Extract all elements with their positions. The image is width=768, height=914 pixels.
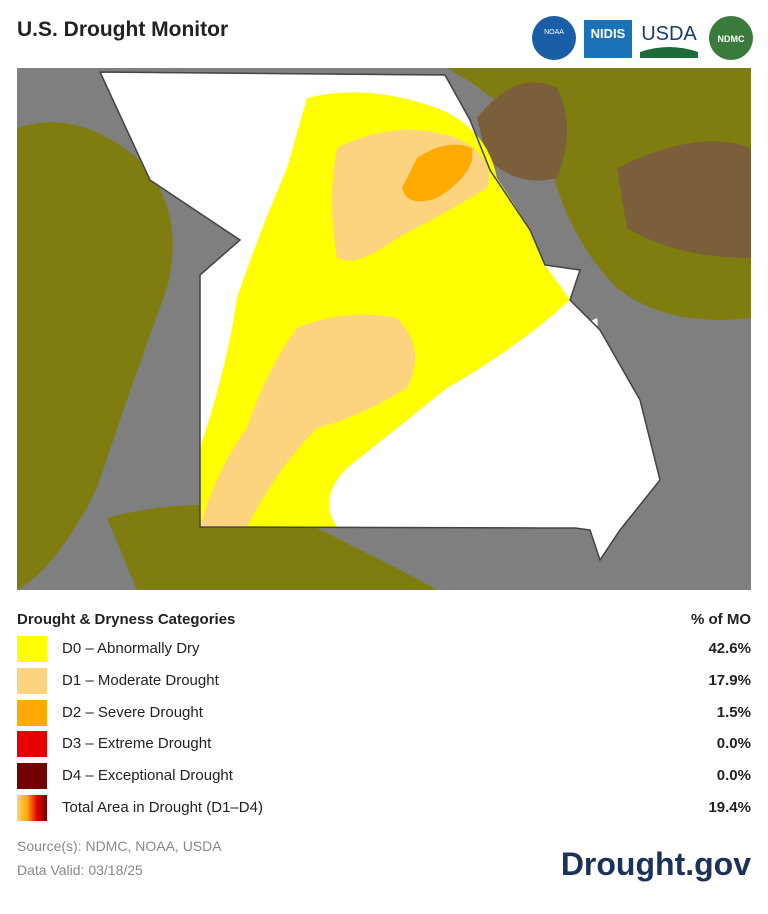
- legend-label: D2 – Severe Drought: [62, 703, 203, 721]
- no-drought-area: [370, 318, 598, 458]
- legend-value: 0.0%: [716, 735, 751, 753]
- legend-row: D1 – Moderate Drought 17.9%: [17, 667, 751, 694]
- legend-row: D4 – Exceptional Drought 0.0%: [17, 763, 751, 790]
- legend-label: Total Area in Drought (D1–D4): [62, 799, 263, 816]
- neighbor-d1: [477, 82, 567, 181]
- legend-value: 0.0%: [716, 767, 751, 785]
- neighbor-d1: [617, 141, 751, 258]
- ndmc-logo: [709, 16, 753, 60]
- nidis-logo: [584, 20, 632, 58]
- logos: NOAA NIDIS USDA NDMC: [532, 16, 753, 60]
- legend-value: 1.5%: [716, 703, 751, 721]
- legend-row: D3 – Extreme Drought 0.0%: [17, 731, 751, 758]
- d1-area: [200, 314, 415, 527]
- title: U.S. Drought Monitor: [17, 18, 229, 41]
- legend-row: D2 – Severe Drought 1.5%: [17, 699, 751, 726]
- legend-value: 42.6%: [708, 640, 751, 657]
- legend-label: D3 – Extreme Drought: [62, 735, 212, 753]
- legend-column-header: % of MO: [691, 611, 751, 628]
- data-date: Data Valid: 03/18/25: [17, 862, 143, 878]
- legend-swatch: [17, 699, 47, 726]
- legend-label: D4 – Exceptional Drought: [62, 767, 233, 785]
- map: [17, 68, 751, 590]
- legend-swatch: [17, 795, 47, 821]
- noaa-text: NOAA: [544, 29, 564, 36]
- noaa-logo: [532, 16, 576, 60]
- ndmc-text: NDMC: [718, 34, 745, 44]
- legend-swatch: [17, 763, 47, 790]
- legend-row: Total Area in Drought (D1–D4) 19.4%: [17, 795, 751, 821]
- usda-logo: [640, 47, 698, 58]
- usda-text: USDA: [641, 23, 697, 45]
- sources: Source(s): NDMC, NOAA, USDA: [17, 838, 222, 854]
- neighbor-d0: [17, 122, 173, 590]
- legend-swatch: [17, 667, 47, 694]
- legend-value: 19.4%: [708, 799, 751, 816]
- legend-label: D0 – Abnormally Dry: [62, 640, 200, 657]
- legend-label: D1 – Moderate Drought: [62, 671, 219, 689]
- legend-title: Drought & Dryness Categories: [17, 611, 236, 628]
- neighbor-d0: [107, 505, 437, 590]
- legend-row: D0 – Abnormally Dry 42.6%: [17, 636, 751, 662]
- legend-swatch: [17, 731, 47, 758]
- d2-area: [402, 144, 473, 202]
- state-border: [98, 71, 661, 562]
- legend-value: 17.9%: [708, 671, 751, 689]
- legend-swatch: [17, 636, 47, 662]
- nidis-text: NIDIS: [591, 26, 626, 41]
- brand: Drought.gov: [560, 846, 751, 882]
- neighbor-d0: [447, 68, 751, 320]
